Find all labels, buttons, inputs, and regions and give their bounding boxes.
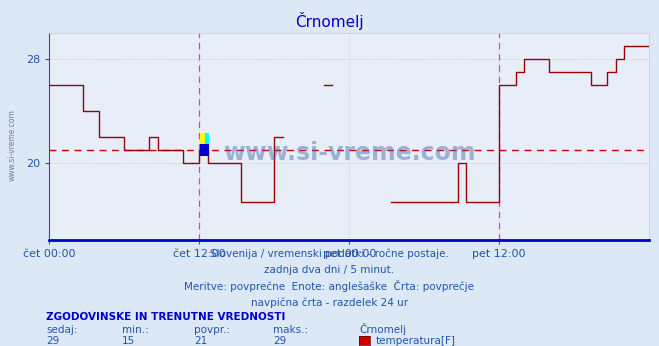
Text: 29: 29 (46, 336, 59, 346)
Text: www.si-vreme.com: www.si-vreme.com (223, 141, 476, 165)
Text: navpična črta - razdelek 24 ur: navpična črta - razdelek 24 ur (251, 297, 408, 308)
Text: Slovenija / vremenski podatki - ročne postaje.: Slovenija / vremenski podatki - ročne po… (210, 248, 449, 259)
Text: ZGODOVINSKE IN TRENUTNE VREDNOSTI: ZGODOVINSKE IN TRENUTNE VREDNOSTI (46, 312, 285, 322)
Text: 15: 15 (122, 336, 135, 346)
Text: 21: 21 (194, 336, 208, 346)
Text: www.si-vreme.com: www.si-vreme.com (7, 109, 16, 181)
Bar (205, 133, 210, 145)
Text: Črnomelj: Črnomelj (295, 12, 364, 30)
Text: zadnja dva dni / 5 minut.: zadnja dva dni / 5 minut. (264, 265, 395, 275)
Text: Črnomelj: Črnomelj (359, 323, 407, 335)
Bar (200, 145, 210, 156)
Bar (200, 133, 205, 145)
Text: Meritve: povprečne  Enote: anglešaške  Črta: povprečje: Meritve: povprečne Enote: anglešaške Črt… (185, 280, 474, 292)
Text: temperatura[F]: temperatura[F] (376, 336, 455, 346)
Text: min.:: min.: (122, 325, 149, 335)
Text: 29: 29 (273, 336, 287, 346)
Text: maks.:: maks.: (273, 325, 308, 335)
Text: povpr.:: povpr.: (194, 325, 231, 335)
Text: sedaj:: sedaj: (46, 325, 78, 335)
